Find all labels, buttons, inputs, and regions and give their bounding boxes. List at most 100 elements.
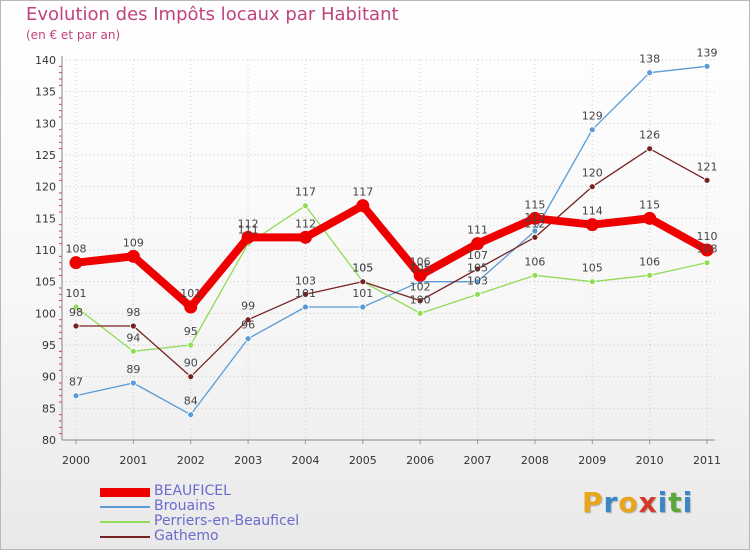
data-label: 129 (582, 110, 603, 123)
data-label: 84 (184, 395, 198, 408)
data-point (72, 322, 80, 330)
data-point (302, 290, 309, 298)
data-label: 111 (238, 224, 259, 237)
x-tick-label: 2007 (464, 454, 492, 467)
data-label: 110 (697, 230, 718, 243)
x-tick-label: 2008 (521, 454, 549, 467)
series-line-brouains (75, 65, 708, 416)
data-label: 121 (697, 160, 718, 173)
data-label: 114 (582, 205, 603, 218)
data-point (302, 303, 309, 311)
data-label: 94 (126, 331, 140, 344)
data-label: 96 (241, 319, 255, 332)
data-point (126, 249, 140, 263)
data-label: 111 (467, 224, 488, 237)
data-point (241, 230, 255, 244)
data-label: 112 (295, 217, 316, 230)
y-tick-label: 95 (42, 339, 56, 352)
x-tick-label: 2001 (119, 454, 147, 467)
data-label: 103 (467, 274, 488, 287)
data-label: 106 (524, 255, 545, 268)
series-line-gathemo (76, 148, 708, 378)
data-point (187, 411, 195, 419)
data-label: 89 (126, 363, 140, 376)
data-point (413, 268, 427, 282)
data-point (474, 265, 481, 273)
data-label: 100 (410, 293, 431, 306)
data-point (416, 309, 424, 317)
chart-subtitle: (en € et par an) (26, 28, 121, 42)
y-tick-label: 135 (35, 86, 56, 99)
data-point (72, 303, 80, 311)
data-point (703, 259, 711, 267)
data-point (69, 256, 83, 270)
data-label: 105 (467, 262, 488, 275)
y-tick-label: 85 (42, 402, 56, 415)
y-tick-label: 125 (35, 149, 56, 162)
data-label: 87 (69, 376, 83, 389)
data-point (531, 233, 539, 241)
data-label: 112 (524, 217, 545, 230)
data-point (474, 290, 481, 298)
data-label: 107 (467, 249, 488, 262)
data-point (646, 69, 654, 77)
data-label: 106 (410, 255, 431, 268)
legend-swatch (100, 521, 150, 523)
data-label: 101 (66, 287, 87, 300)
data-point (72, 392, 80, 400)
data-label: 120 (582, 167, 603, 180)
data-label: 101 (180, 287, 201, 300)
series-line-beauficel (75, 201, 709, 311)
data-point (359, 278, 367, 286)
data-point (244, 316, 252, 324)
data-point (471, 237, 485, 251)
data-label: 106 (639, 255, 660, 268)
logo-letter: i (657, 486, 669, 519)
legend-label: Perriers-en-Beauficel (154, 513, 300, 529)
y-tick-label: 115 (35, 212, 56, 225)
logo-letter: r (603, 486, 619, 519)
data-point (588, 278, 596, 286)
legend-swatch (100, 536, 150, 538)
legend-label: Brouains (154, 498, 216, 514)
data-label: 138 (639, 53, 660, 66)
data-label: 105 (410, 262, 431, 275)
data-label: 115 (639, 198, 660, 211)
data-label: 109 (123, 236, 144, 249)
data-point (187, 341, 195, 349)
data-label: 105 (352, 262, 373, 275)
series-layer (69, 62, 714, 419)
data-label: 102 (410, 281, 431, 294)
logo-letter: x (638, 486, 658, 519)
data-point (184, 300, 198, 314)
x-tick-label: 2000 (62, 454, 90, 467)
data-label: 98 (126, 306, 140, 319)
x-tick-label: 2011 (693, 454, 721, 467)
data-point (302, 202, 309, 210)
data-label: 101 (295, 287, 316, 300)
y-tick-label: 100 (35, 307, 56, 320)
data-label: 98 (69, 306, 83, 319)
logo-letter: t (668, 486, 683, 519)
data-point (129, 347, 137, 355)
data-point (129, 379, 137, 387)
data-label: 139 (697, 46, 718, 59)
legend-label: Gathemo (154, 528, 219, 544)
data-point (474, 278, 481, 286)
data-point (643, 211, 657, 225)
data-point (356, 199, 370, 213)
legend-swatch (100, 488, 150, 497)
y-tick-label: 130 (35, 117, 56, 130)
data-point (187, 373, 195, 381)
y-tick-label: 120 (35, 181, 56, 194)
data-label: 115 (524, 198, 545, 211)
data-point (416, 297, 424, 305)
series-line-perriers-en-beauficel (75, 205, 708, 352)
chart-title: Evolution des Impôts locaux par Habitant (26, 4, 399, 25)
data-label: 108 (66, 243, 87, 256)
x-tick-label: 2003 (234, 454, 262, 467)
legend-label: BEAUFICEL (154, 483, 231, 499)
data-point (531, 271, 539, 279)
data-point (585, 218, 599, 232)
x-tick-label: 2005 (349, 454, 377, 467)
